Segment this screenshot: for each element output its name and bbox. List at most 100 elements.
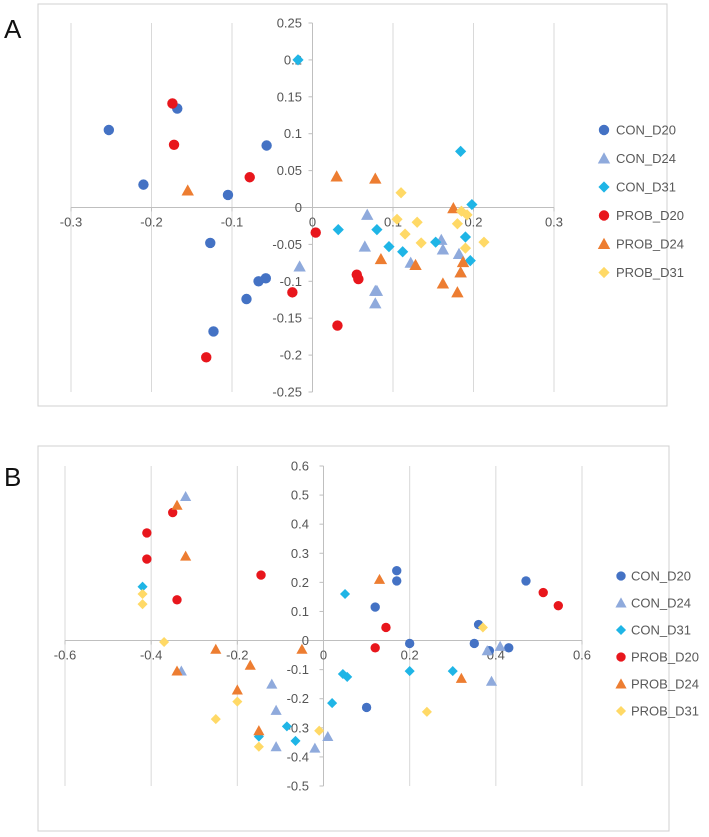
data-point (461, 209, 473, 221)
data-point (397, 246, 409, 258)
data-point (392, 576, 402, 586)
legend-label: PROB_D24 (631, 677, 699, 692)
legend-label: PROB_D20 (631, 650, 699, 665)
chart-a-ytick-label: 0.25 (277, 16, 302, 31)
data-point (469, 638, 479, 649)
data-point (287, 287, 298, 298)
data-point (171, 499, 183, 510)
data-point (332, 224, 344, 236)
chart-b-group: -0.6 -0.4 -0.2 0 0.2 0.4 0.6 -0.5 -0.4 -0.3 -0.2 -0… (37, 445, 699, 832)
data-point (181, 184, 194, 196)
chart-a-xtick-label: 0.3 (545, 215, 563, 230)
chart-b-xtick-label: -0.6 (54, 648, 76, 663)
data-point (454, 266, 467, 278)
data-point (370, 602, 380, 612)
data-point (180, 550, 192, 561)
legend-marker (615, 597, 627, 608)
data-point (455, 672, 467, 683)
legend-label: CON_D31 (616, 180, 676, 195)
legend-marker (598, 124, 610, 136)
data-point (208, 326, 219, 337)
data-point (270, 704, 282, 715)
panel-a-label: A (4, 14, 22, 44)
data-point (210, 643, 222, 654)
data-point (521, 576, 531, 586)
data-point (399, 228, 411, 240)
data-point (296, 643, 308, 654)
data-point (241, 293, 252, 305)
chart-a-series-prob-d31 (391, 187, 490, 254)
data-point (436, 277, 450, 289)
data-point (256, 570, 266, 580)
data-point (142, 528, 152, 538)
chart-b-ytick-label: 0.4 (291, 517, 309, 532)
chart-b-ytick-label: -0.1 (287, 662, 309, 677)
data-point (391, 213, 403, 225)
data-point (322, 730, 334, 742)
chart-a-ytick-label: -0.15 (272, 311, 302, 326)
data-point (411, 216, 423, 228)
data-point (361, 702, 372, 713)
chart-b-series-con-d31 (137, 581, 458, 746)
chart-a-ytick-label: 0.05 (277, 163, 302, 178)
data-point (232, 696, 243, 707)
data-point (369, 172, 382, 184)
chart-a-ytick-label: -0.05 (272, 237, 302, 252)
chart-b-xtick-label: 0 (320, 648, 327, 663)
data-point (466, 198, 478, 211)
data-point (253, 725, 265, 736)
chart-a-series-prob-d20 (167, 98, 364, 363)
chart-b-legend: CON_D20 CON_D24 CON_D31 PROB_D20 PROB_D24 PRO… (615, 569, 699, 719)
chart-a-series-prob-d24 (181, 170, 470, 298)
data-point (222, 189, 234, 201)
data-point (459, 242, 472, 254)
chart-a-frame (37, 3, 668, 407)
legend-marker (615, 678, 627, 689)
data-point (374, 252, 388, 265)
data-point (180, 490, 192, 502)
chart-b-ytick-label: 0.3 (291, 546, 309, 561)
data-point (381, 622, 391, 633)
data-point (383, 241, 395, 253)
data-point (172, 595, 182, 605)
chart-a-ytick-label: -0.1 (280, 274, 302, 289)
chart-b-ytick-label: 0.5 (291, 488, 309, 503)
data-point (293, 260, 306, 272)
chart-a-legend: CON_D20 CON_D24 CON_D31 PROB_D20 PROB_D24 PRO… (597, 123, 684, 280)
chart-a-xtick-label: -0.2 (140, 215, 162, 230)
legend-label: PROB_D24 (616, 237, 684, 252)
legend-label: CON_D31 (631, 623, 691, 638)
chart-a-ytick-label: 0.1 (284, 126, 302, 141)
data-point (452, 247, 466, 259)
data-point (494, 640, 506, 651)
data-point (404, 666, 415, 677)
data-point (168, 139, 180, 150)
data-point (340, 588, 351, 600)
data-point (168, 507, 178, 518)
data-point (485, 675, 498, 686)
chart-b-xtick-label: -0.4 (140, 648, 162, 663)
data-point (415, 237, 427, 249)
data-point (451, 286, 464, 298)
data-point (392, 566, 402, 576)
data-point (358, 240, 372, 252)
data-point (455, 205, 468, 217)
legend-marker (597, 237, 611, 249)
data-point (395, 187, 407, 199)
data-point (436, 243, 450, 255)
data-point (459, 231, 472, 243)
legend-marker (615, 705, 627, 717)
chart-a-ytick-label: 0.15 (277, 89, 302, 104)
panel-b-label: B (4, 462, 22, 492)
chart-b-series-prob-d31 (137, 588, 488, 752)
chart-b-xtick-label: 0.2 (401, 648, 419, 663)
data-point (464, 255, 476, 267)
data-point (447, 202, 460, 214)
legend-label: CON_D20 (631, 569, 691, 584)
chart-b-ytick-label: -0.3 (287, 720, 309, 735)
chart-b-series-prob-d24 (171, 499, 467, 736)
chart-a-ytick-label: 0 (295, 200, 302, 215)
chart-b-ytick-label: 0 (302, 633, 309, 648)
chart-b-series-con-d24 (175, 490, 506, 753)
